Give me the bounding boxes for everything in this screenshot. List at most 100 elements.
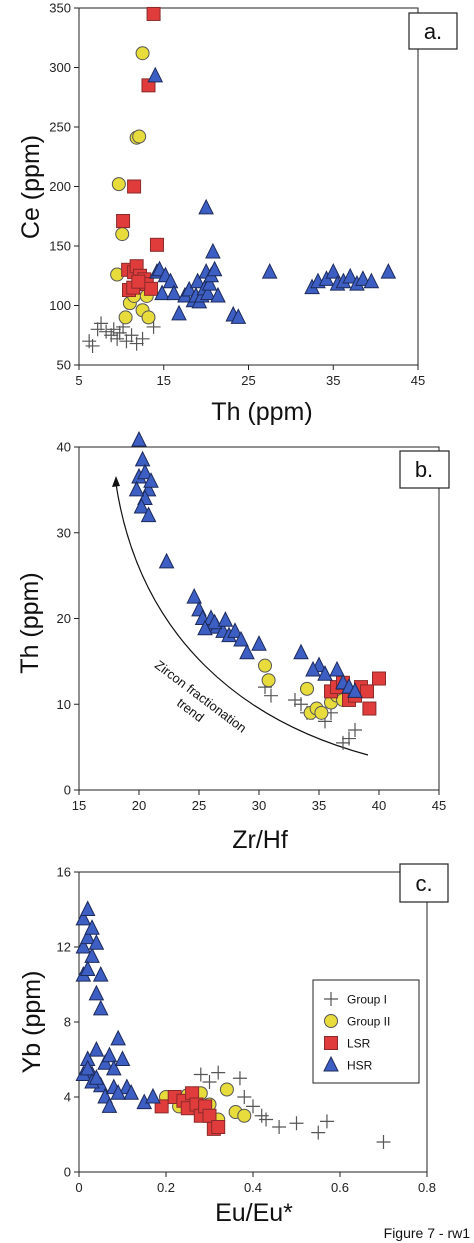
data-point-hsr: [131, 431, 147, 447]
y-tick-label: 4: [64, 1090, 71, 1105]
data-point-hsr: [88, 1069, 105, 1085]
y-tick-label: 0: [64, 1165, 71, 1180]
data-point-hsr: [114, 1050, 131, 1066]
series-group-i: [193, 1065, 391, 1149]
data-point-group-i: [246, 1099, 260, 1114]
panel-b-y-axis-label: Th (ppm): [16, 572, 44, 673]
legend-items: Group I Group II LSR HSR: [323, 992, 390, 1073]
data-point-group-i: [376, 1135, 391, 1149]
data-point-hsr: [110, 1029, 126, 1046]
data-point-group-i: [94, 316, 109, 331]
panel-b: b. 0 10 20 30 40 15 20 25 30 35 40 45 Zr/Hf Th (pp…: [16, 431, 450, 854]
y-tick-label: 20: [57, 611, 71, 626]
x-tick-label: 0: [75, 1180, 82, 1195]
data-point-group-i: [288, 692, 302, 707]
panel-b-x-ticks: 15 20 25 30 35 40 45: [72, 790, 446, 813]
data-point-hsr: [171, 304, 187, 321]
data-point-hsr: [293, 643, 309, 660]
data-point-lsr: [362, 701, 377, 716]
data-point-hsr: [79, 900, 96, 916]
data-point-hsr: [181, 280, 197, 297]
y-tick-label: 40: [57, 440, 71, 455]
x-tick-label: 25: [192, 798, 206, 813]
data-point-hsr: [347, 682, 363, 698]
data-point-group-ii: [237, 1108, 252, 1123]
data-point-group-i: [124, 328, 139, 343]
legend: Group I Group II LSR HSR: [312, 979, 420, 1084]
panel-b-frame: [78, 446, 440, 791]
y-tick-label: 50: [57, 358, 71, 373]
panel-a-y-axis-label: Ce (ppm): [17, 135, 45, 239]
data-point-hsr: [251, 635, 267, 651]
data-point-hsr: [325, 263, 342, 279]
data-point-group-i: [237, 1090, 252, 1104]
x-tick-label: 45: [411, 373, 425, 388]
legend-marker-group-ii: [324, 1014, 338, 1028]
y-tick-label: 100: [49, 298, 71, 313]
data-point-hsr: [217, 611, 234, 627]
x-tick-label: 15: [157, 373, 171, 388]
x-tick-label: 35: [312, 798, 326, 813]
data-point-group-ii: [111, 177, 126, 192]
trend-arrow-head: [112, 476, 120, 487]
x-tick-label: 0.6: [331, 1180, 349, 1195]
data-point-group-i: [104, 328, 119, 343]
y-tick-label: 16: [57, 865, 71, 880]
data-point-hsr: [79, 1059, 96, 1076]
data-point-group-i: [259, 1112, 274, 1127]
series-hsr: [75, 900, 161, 1113]
panel-b-y-ticks: 0 10 20 30 40: [57, 440, 79, 798]
data-point-group-i: [202, 1075, 217, 1089]
data-point-group-i: [110, 331, 125, 346]
data-point-hsr: [201, 274, 218, 291]
y-tick-label: 350: [49, 1, 71, 16]
data-point-hsr: [363, 272, 380, 289]
panel-a-label-box: a.: [408, 12, 458, 50]
panel-a-x-axis-label: Th (ppm): [211, 398, 312, 426]
data-point-group-i: [232, 1071, 247, 1086]
legend-label-group-i: Group I: [347, 993, 387, 1007]
panel-c-x-axis-label: Eu/Eu*: [215, 1199, 293, 1227]
x-tick-label: 20: [132, 798, 146, 813]
legend-marker-lsr: [324, 1036, 338, 1050]
data-point-group-ii: [300, 681, 314, 696]
data-point-group-ii: [258, 658, 272, 673]
legend-label-hsr: HSR: [347, 1059, 373, 1073]
data-point-hsr: [206, 260, 223, 277]
panel-b-x-axis-label: Zr/Hf: [232, 826, 288, 854]
data-point-group-ii: [261, 673, 276, 688]
data-point-hsr: [329, 660, 345, 677]
data-point-group-ii: [132, 129, 147, 144]
data-point-lsr: [372, 671, 386, 686]
x-tick-label: 0.2: [157, 1180, 175, 1195]
data-point-lsr: [131, 274, 146, 289]
data-point-hsr: [123, 1084, 140, 1100]
panel-a-label: a.: [424, 19, 442, 44]
data-point-hsr: [355, 270, 371, 286]
data-point-hsr: [101, 1097, 118, 1113]
data-point-hsr: [158, 552, 175, 569]
data-point-hsr: [143, 472, 159, 488]
data-point-group-i: [311, 1125, 326, 1140]
trend-annotation: Zircon fractionation trend: [152, 657, 249, 736]
x-tick-label: 40: [372, 798, 386, 813]
data-point-group-i: [112, 325, 127, 340]
data-point-group-i: [289, 1116, 304, 1131]
data-point-group-i: [193, 1067, 208, 1082]
y-tick-label: 30: [57, 525, 71, 540]
data-point-lsr: [144, 281, 159, 296]
data-point-hsr: [84, 919, 100, 935]
y-tick-label: 0: [64, 783, 71, 798]
x-tick-label: 0.4: [244, 1180, 262, 1195]
series-lsr: [154, 1086, 226, 1136]
x-tick-label: 35: [326, 373, 340, 388]
data-point-lsr: [127, 179, 142, 194]
data-point-group-i: [272, 1120, 287, 1134]
x-tick-label: 5: [75, 373, 82, 388]
data-point-hsr: [342, 267, 359, 284]
data-point-group-i: [85, 338, 100, 353]
data-point-group-ii: [135, 46, 150, 61]
legend-label-group-ii: Group II: [347, 1015, 390, 1029]
data-point-hsr: [239, 643, 255, 660]
